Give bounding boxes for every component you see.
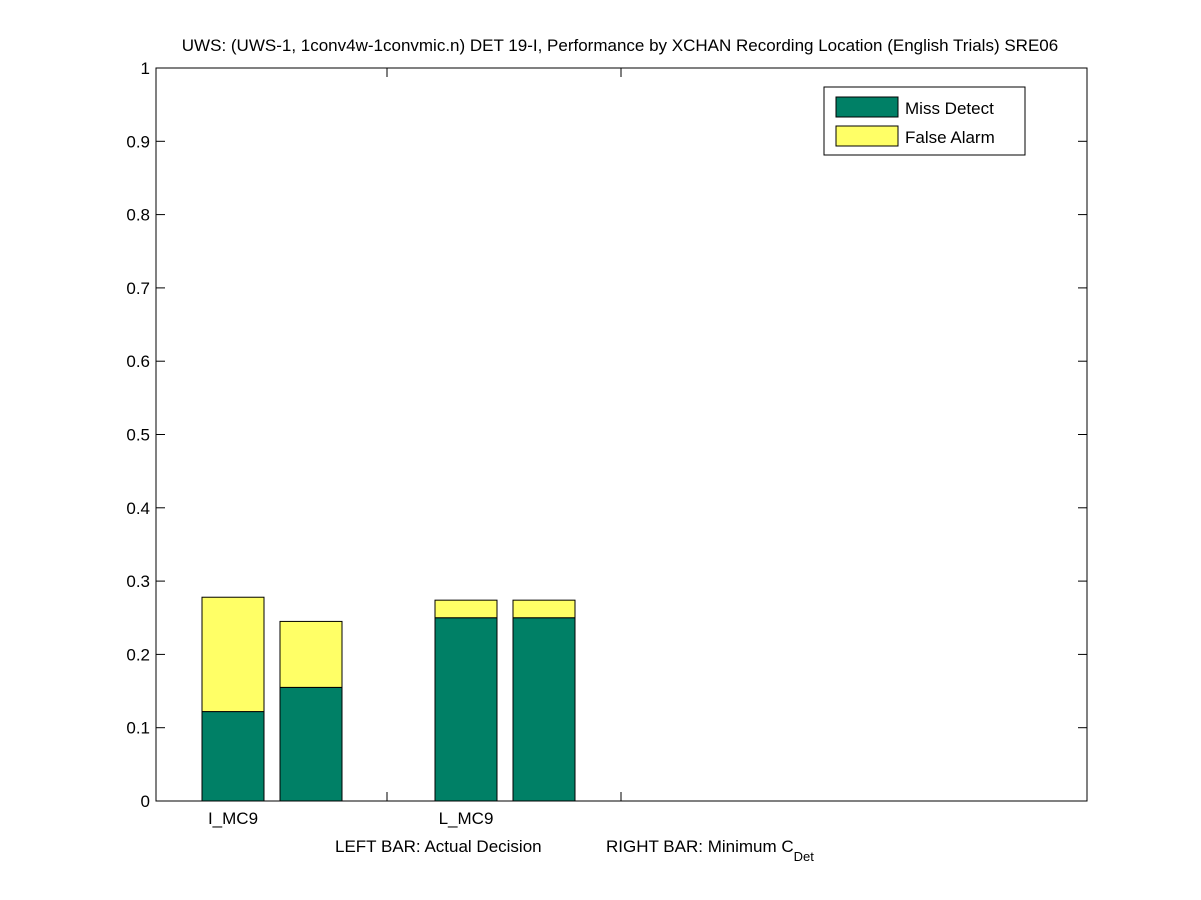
y-tick-label: 1: [141, 59, 150, 78]
bar-miss-detect: [434, 617, 498, 802]
bar-miss-detect: [201, 711, 265, 802]
bars: [201, 596, 576, 802]
y-tick-label: 0.4: [126, 499, 150, 518]
y-tick-label: 0.5: [126, 426, 150, 445]
bar-miss-detect: [279, 686, 343, 802]
x-label-left: LEFT BAR: Actual Decision: [335, 837, 542, 856]
x-axis: I_MC9 L_MC9: [208, 68, 622, 828]
legend-label-miss-detect: Miss Detect: [905, 99, 994, 118]
y-tick-label: 0.8: [126, 206, 150, 225]
y-tick-label: 0.9: [126, 132, 150, 151]
x-label-right-main: RIGHT BAR: Minimum C: [606, 837, 794, 856]
legend: Miss Detect False Alarm: [823, 86, 1026, 156]
y-axis: 0 0.1 0.2 0.3 0.4 0.5 0.6 0.7 0.8 0.9 1: [126, 59, 1087, 811]
x-tick-label: L_MC9: [439, 809, 494, 828]
x-tick-label: I_MC9: [208, 809, 258, 828]
legend-swatch-false-alarm: [835, 125, 899, 147]
y-tick-label: 0.3: [126, 572, 150, 591]
chart-title: UWS: (UWS-1, 1conv4w-1convmic.n) DET 19-…: [182, 36, 1058, 55]
bar-false-alarm: [201, 596, 265, 713]
y-tick-label: 0.7: [126, 279, 150, 298]
legend-swatch-miss-detect: [835, 96, 899, 118]
y-tick-label: 0.6: [126, 352, 150, 371]
bar-miss-detect: [512, 617, 576, 802]
bar-false-alarm: [434, 599, 498, 619]
bar-false-alarm: [512, 599, 576, 619]
bar-false-alarm: [279, 620, 343, 688]
x-label-right-subscript: Det: [794, 849, 815, 864]
y-tick-label: 0: [141, 792, 150, 811]
x-label-right: RIGHT BAR: Minimum CDet: [606, 837, 814, 864]
y-tick-label: 0.2: [126, 645, 150, 664]
legend-label-false-alarm: False Alarm: [905, 128, 995, 147]
y-tick-label: 0.1: [126, 719, 150, 738]
